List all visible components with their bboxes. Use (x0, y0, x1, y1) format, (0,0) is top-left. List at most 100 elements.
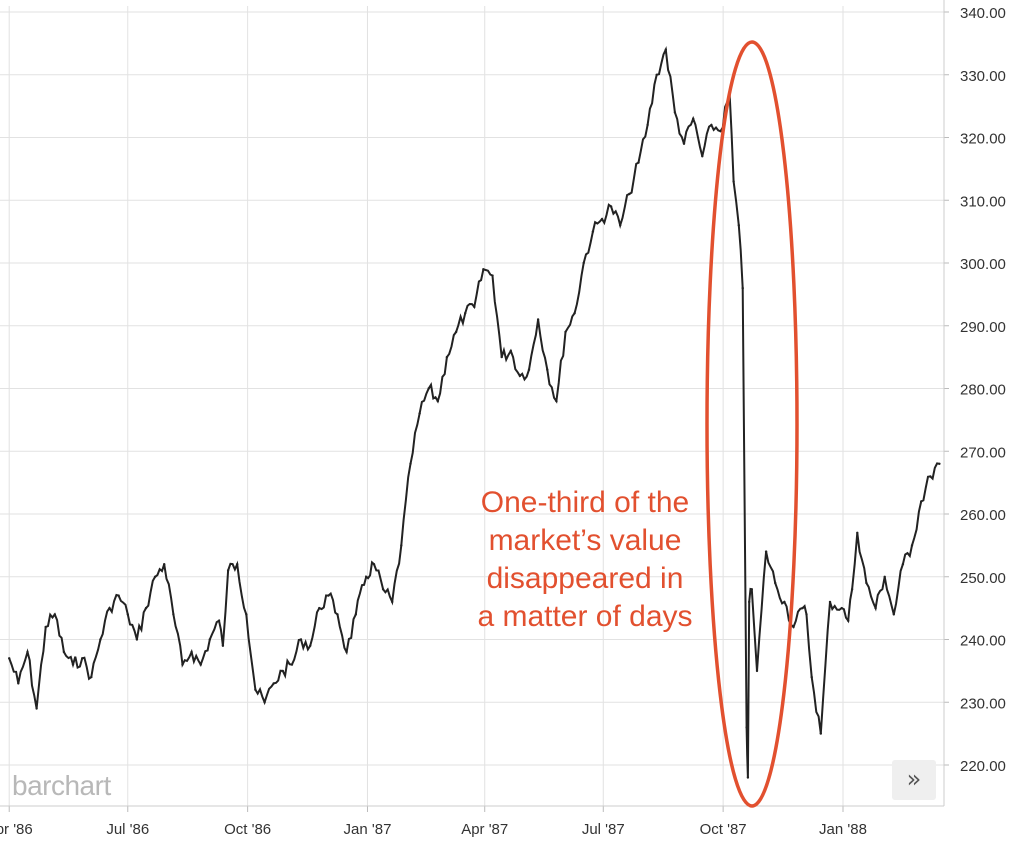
price-series-line (8, 45, 940, 778)
price-point (555, 399, 558, 403)
price-point (801, 606, 804, 610)
price-point (500, 355, 503, 359)
price-point (281, 669, 284, 673)
price-point (482, 268, 485, 271)
price-point (828, 600, 832, 604)
price-point (892, 613, 895, 616)
price-point (805, 613, 808, 616)
price-point (792, 625, 795, 629)
price-point (746, 776, 750, 779)
price-point (582, 261, 585, 265)
price-point (764, 550, 768, 553)
expand-chart-button[interactable]: » (892, 760, 936, 800)
price-point (741, 286, 744, 290)
price-point (732, 180, 735, 183)
price-point (491, 274, 494, 277)
price-point (199, 663, 202, 666)
price-point (637, 161, 640, 164)
crash-highlight-ellipse (705, 40, 799, 808)
price-point (290, 663, 294, 666)
price-point (619, 224, 622, 227)
price-point (254, 688, 257, 691)
y-tick-label: 270.00 (960, 444, 1006, 461)
y-tick-label: 240.00 (960, 633, 1006, 650)
price-point (372, 563, 376, 566)
price-point (564, 330, 567, 334)
x-tick-label: Apr '86 (0, 821, 33, 838)
price-point (226, 569, 230, 572)
price-point (847, 619, 850, 622)
price-point (99, 638, 102, 641)
price-point (692, 117, 695, 120)
price-point (783, 600, 786, 604)
y-tick-label: 330.00 (960, 68, 1006, 85)
price-point (573, 312, 576, 315)
price-point (90, 675, 93, 679)
y-tick-label: 280.00 (960, 382, 1006, 399)
price-point (856, 531, 859, 534)
price-point (327, 594, 330, 597)
x-tick-label: Jul '86 (106, 821, 149, 838)
price-point (117, 594, 120, 597)
y-tick-label: 320.00 (960, 131, 1006, 148)
price-point (719, 130, 722, 133)
price-point (126, 613, 129, 616)
y-tick-label: 340.00 (960, 5, 1006, 22)
annotation-line-2: market’s value (488, 524, 682, 557)
price-point (748, 600, 751, 604)
price-point (473, 305, 476, 309)
price-point (318, 606, 321, 610)
price-point (901, 563, 905, 566)
price-point (272, 682, 275, 685)
price-point (345, 650, 348, 654)
price-point (527, 368, 531, 371)
price-point (865, 581, 868, 585)
price-point (609, 205, 613, 208)
price-point (874, 606, 877, 610)
price-point (673, 111, 677, 114)
price-point (299, 638, 303, 641)
price-point (8, 657, 11, 660)
price-point (391, 600, 394, 604)
price-point (17, 682, 20, 685)
price-point (710, 123, 713, 127)
price-point (682, 142, 686, 145)
price-point (910, 544, 914, 547)
price-point (819, 732, 822, 735)
annotation-line-4: a matter of days (477, 600, 693, 633)
y-tick-label: 290.00 (960, 319, 1006, 336)
annotation-line-3: disappeared in (486, 562, 684, 595)
price-point (427, 387, 430, 390)
price-point (354, 613, 357, 616)
price-point (701, 155, 704, 158)
price-point (144, 606, 148, 610)
price-point (600, 217, 604, 221)
y-tick-label: 230.00 (960, 695, 1006, 712)
price-point (628, 192, 631, 196)
price-point (236, 563, 239, 566)
x-tick-label: Oct '87 (700, 821, 747, 838)
price-point (409, 462, 412, 465)
price-point (664, 48, 667, 51)
price-point (591, 230, 595, 233)
price-point (153, 575, 157, 578)
price-point (454, 330, 458, 334)
price-point (181, 663, 184, 666)
x-tick-label: Apr '87 (461, 821, 508, 838)
x-tick-label: Jan '87 (344, 821, 392, 838)
price-point (365, 575, 368, 578)
price-point (418, 412, 421, 415)
price-point (172, 613, 175, 616)
price-point (920, 500, 923, 503)
price-point (336, 613, 339, 616)
barchart-logo: barchart (12, 770, 111, 801)
price-point (309, 644, 312, 647)
y-tick-label: 260.00 (960, 507, 1006, 524)
crash-annotation: One-third of the market’s value disappea… (430, 484, 740, 636)
x-tick-label: Jul '87 (582, 821, 625, 838)
price-point (190, 650, 193, 654)
price-point (750, 588, 753, 591)
price-point (464, 312, 467, 315)
y-tick-label: 310.00 (960, 193, 1006, 210)
